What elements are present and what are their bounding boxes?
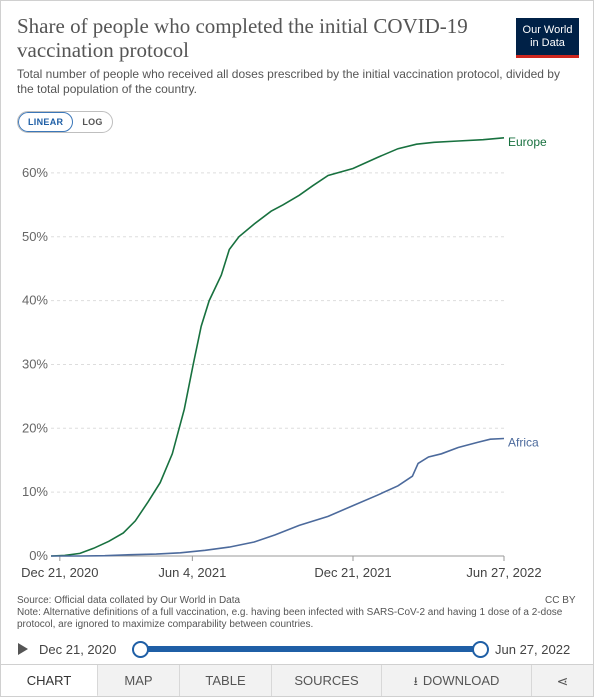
- timeline: Dec 21, 2020 Jun 27, 2022: [1, 637, 593, 663]
- y-tick-label: 20%: [22, 420, 48, 435]
- tab-download[interactable]: ⭳ DOWNLOAD: [382, 665, 532, 696]
- scale-toggle: LINEAR LOG: [17, 111, 113, 133]
- x-tick-label: Jun 27, 2022: [466, 565, 541, 580]
- timeline-end-handle[interactable]: [472, 641, 489, 658]
- y-tick-label: 10%: [22, 484, 48, 499]
- y-tick-label: 0%: [29, 548, 48, 563]
- timeline-start-handle[interactable]: [132, 641, 149, 658]
- line-chart: 0% 10% 20% 30% 40% 50% 60% Dec 21, 2020 Jun 4, 2…: [21, 135, 547, 580]
- chart-title: Share of people who completed the initia…: [17, 14, 468, 62]
- y-tick-label: 40%: [22, 293, 48, 308]
- timeline-start-label: Dec 21, 2020: [39, 642, 117, 657]
- logo-line-2: in Data: [530, 37, 565, 49]
- linear-scale-button[interactable]: LINEAR: [18, 112, 74, 132]
- tab-sources[interactable]: SOURCES: [272, 665, 382, 696]
- play-icon[interactable]: [18, 643, 28, 655]
- series-label-africa: Africa: [508, 436, 539, 450]
- x-tick-label: Jun 4, 2021: [158, 565, 226, 580]
- source-text: Source: Official data collated by Our Wo…: [17, 595, 241, 606]
- y-tick-label: 50%: [22, 229, 48, 244]
- series-line-europe: [50, 137, 505, 557]
- note-text: Note: Alternative definitions of a full …: [17, 607, 563, 630]
- tab-bar: CHART MAP TABLE SOURCES ⭳ DOWNLOAD ⋖: [1, 664, 593, 696]
- license-link[interactable]: CC BY: [545, 595, 576, 606]
- timeline-end-label: Jun 27, 2022: [495, 642, 571, 657]
- download-icon: ⭳: [413, 674, 418, 688]
- x-tick-label: Dec 21, 2021: [314, 565, 391, 580]
- tab-table[interactable]: TABLE: [180, 665, 272, 696]
- series-line-africa: [51, 437, 505, 557]
- x-tick-label: Dec 21, 2020: [21, 565, 98, 580]
- tab-download-label: DOWNLOAD: [422, 673, 500, 688]
- owid-logo[interactable]: Our World in Data: [516, 18, 579, 58]
- y-tick-label: 30%: [22, 356, 48, 371]
- tab-chart[interactable]: CHART: [1, 665, 98, 696]
- chart-source: Source: Official data collated by Our Wo…: [17, 595, 577, 631]
- log-scale-button[interactable]: LOG: [82, 117, 103, 127]
- series-label-europe: Europe: [508, 135, 547, 149]
- y-tick-label: 60%: [22, 165, 48, 180]
- logo-line-1: Our World: [522, 24, 573, 36]
- chart-subtitle: Total number of people who received all …: [17, 67, 560, 96]
- tab-map[interactable]: MAP: [98, 665, 180, 696]
- share-icon[interactable]: ⋖: [556, 673, 569, 689]
- timeline-track[interactable]: [139, 646, 480, 652]
